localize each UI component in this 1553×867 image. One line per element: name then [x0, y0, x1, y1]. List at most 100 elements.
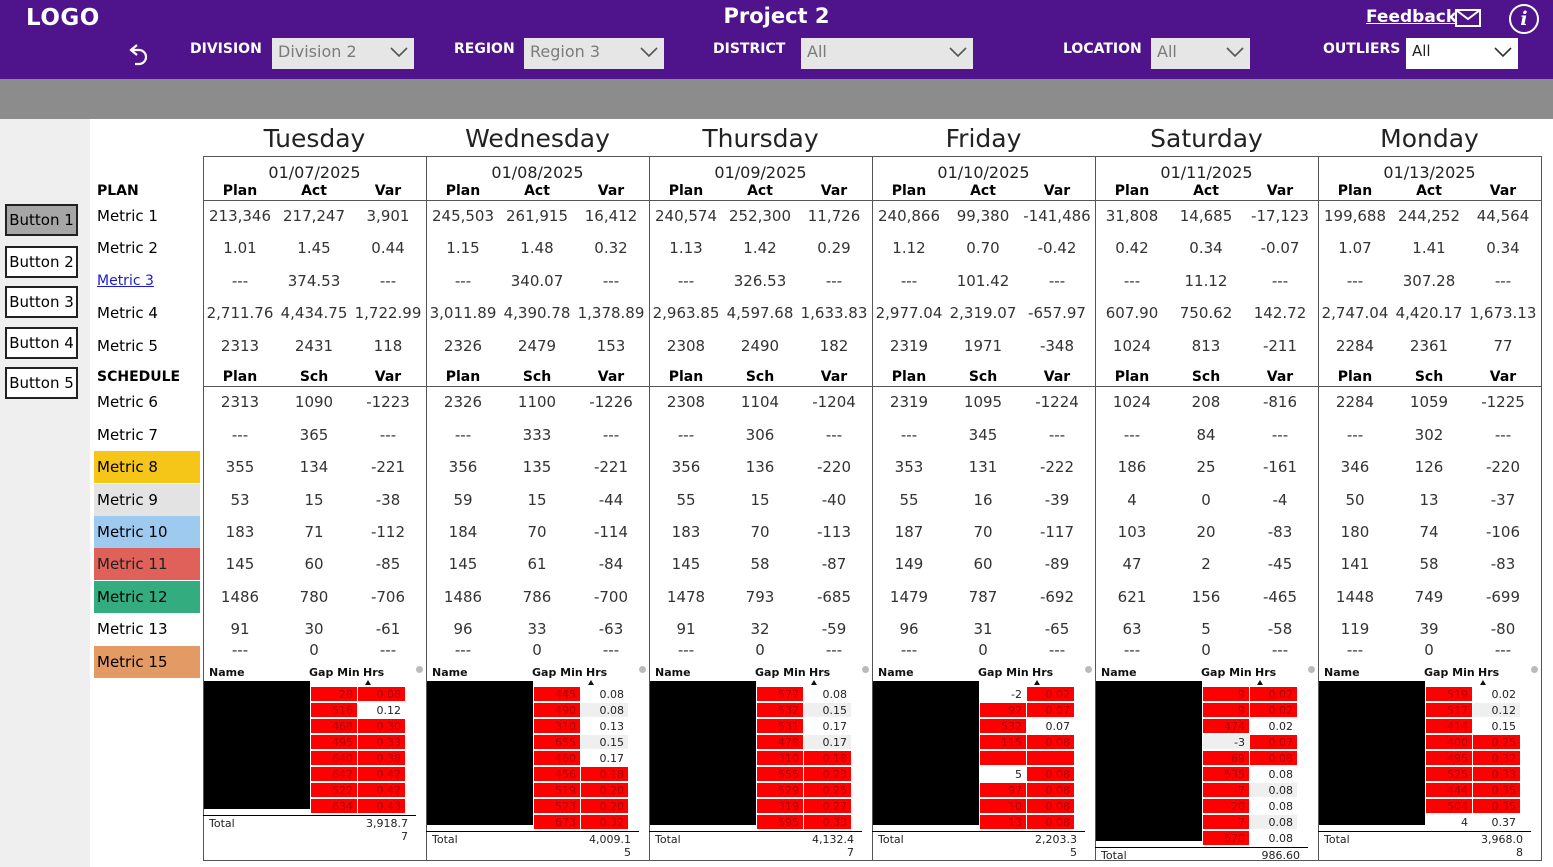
- metric-value-cell: 245,503: [431, 207, 495, 225]
- metric-value-cell: 2308: [666, 337, 706, 355]
- gap-min-cell: 445: [534, 687, 580, 702]
- hrs-cell: 0.13: [581, 719, 628, 734]
- mini-col-name[interactable]: Name: [209, 666, 245, 679]
- day-date: 01/11/2025: [1160, 163, 1253, 182]
- gap-min-cell: 516: [311, 703, 357, 718]
- metric-value-cell: ---: [1123, 643, 1141, 657]
- mini-col-name[interactable]: Name: [1324, 666, 1360, 679]
- metric-value-cell: -706: [370, 588, 406, 606]
- mini-col-gap[interactable]: Gap Min: [532, 666, 583, 679]
- gap-min-cell: 577: [757, 687, 803, 702]
- metric-value-cell: 74: [1419, 523, 1439, 541]
- sort-ascending-icon: [1034, 680, 1040, 685]
- metric-value-cell: 2490: [740, 337, 780, 355]
- mini-col-gap[interactable]: Gap Min: [755, 666, 806, 679]
- schedule-col-header: Plan: [1114, 369, 1150, 385]
- redacted-names: [873, 681, 979, 825]
- mini-col-gap[interactable]: Gap Min: [978, 666, 1029, 679]
- location-select[interactable]: All: [1151, 38, 1250, 69]
- plan-col-header: Plan: [445, 183, 481, 199]
- sort-ascending-icon: [365, 680, 371, 685]
- scroll-indicator[interactable]: [862, 666, 869, 673]
- hrs-cell: 0.07: [1027, 719, 1074, 734]
- mini-col-name[interactable]: Name: [878, 666, 914, 679]
- mini-col-hrs[interactable]: Hrs: [1478, 666, 1500, 679]
- info-icon[interactable]: i: [1509, 4, 1539, 34]
- metric-value-cell: ---: [1048, 426, 1066, 444]
- metric-value-cell: -4: [1272, 491, 1288, 509]
- header-divider: [649, 386, 872, 387]
- scroll-indicator[interactable]: [1308, 666, 1315, 673]
- hrs-cell: 0.12: [358, 703, 405, 718]
- mail-icon[interactable]: [1455, 9, 1481, 27]
- metric-value-cell: ---: [900, 643, 918, 657]
- scroll-indicator[interactable]: [639, 666, 646, 673]
- total-value: 4,009.1: [589, 833, 631, 846]
- hrs-cell: 0.20: [581, 799, 628, 814]
- scroll-indicator[interactable]: [1085, 666, 1092, 673]
- mini-col-gap[interactable]: Gap Min: [1201, 666, 1252, 679]
- side-button-5[interactable]: Button 5: [5, 367, 78, 399]
- metric-label-3[interactable]: Metric 3: [97, 273, 154, 289]
- total-label: Total: [1324, 833, 1350, 846]
- metric-value-cell: 136: [745, 458, 775, 476]
- side-button-2[interactable]: Button 2: [5, 246, 78, 278]
- metric-value-cell: 0.70: [966, 239, 1000, 257]
- metric-value-cell: 1971: [963, 337, 1003, 355]
- metric-value-cell: 0: [309, 643, 319, 657]
- gap-min-cell: 69: [1203, 751, 1249, 766]
- metric-value-cell: 103: [1117, 523, 1147, 541]
- region-select[interactable]: Region 3: [524, 38, 664, 69]
- metric-value-cell: ---: [677, 272, 695, 290]
- mini-col-name[interactable]: Name: [432, 666, 468, 679]
- scroll-indicator[interactable]: [416, 666, 423, 673]
- mini-col-hrs[interactable]: Hrs: [1032, 666, 1054, 679]
- gap-min-cell: 504: [1426, 799, 1472, 814]
- total-value-wrap: 5: [1070, 846, 1077, 859]
- schedule-col-header: Sch: [745, 369, 775, 385]
- hrs-cell: 0.02: [1473, 687, 1520, 702]
- side-button-4[interactable]: Button 4: [5, 327, 78, 359]
- division-select[interactable]: Division 2: [272, 38, 414, 69]
- hrs-cell: 0.43: [358, 799, 405, 814]
- day-date: 01/10/2025: [937, 163, 1030, 182]
- metric-value-cell: 2431: [294, 337, 334, 355]
- day-name: Thursday: [702, 124, 819, 153]
- header-divider: [426, 386, 649, 387]
- metric-value-cell: -221: [593, 458, 629, 476]
- metric-value-cell: -220: [1485, 458, 1521, 476]
- gap-min-cell: 460: [534, 751, 580, 766]
- metric-value-cell: 20: [1196, 523, 1216, 541]
- side-button-3[interactable]: Button 3: [5, 286, 78, 318]
- mini-col-hrs[interactable]: Hrs: [363, 666, 385, 679]
- gap-min-cell: 555: [757, 767, 803, 782]
- metric-value-cell: 96: [899, 620, 919, 638]
- district-select[interactable]: All: [801, 38, 973, 69]
- mini-col-hrs[interactable]: Hrs: [809, 666, 831, 679]
- metric-value-cell: 2361: [1409, 337, 1449, 355]
- scroll-indicator[interactable]: [1531, 666, 1538, 673]
- mini-col-name[interactable]: Name: [655, 666, 691, 679]
- hrs-cell: 0.08: [1027, 783, 1074, 798]
- metric-value-cell: 2284: [1335, 393, 1375, 411]
- metric-value-cell: 183: [225, 523, 255, 541]
- mini-col-name[interactable]: Name: [1101, 666, 1137, 679]
- gap-min-cell: -3: [1203, 735, 1249, 750]
- hrs-cell: 0.38: [358, 751, 405, 766]
- gap-min-cell: 10: [980, 799, 1026, 814]
- side-button-1[interactable]: Button 1: [5, 204, 78, 236]
- total-value-wrap: 8: [1516, 846, 1523, 859]
- hrs-cell: 0.37: [1473, 815, 1520, 830]
- mini-col-hrs[interactable]: Hrs: [1255, 666, 1277, 679]
- mini-col-gap[interactable]: Gap Min: [309, 666, 360, 679]
- outliers-select[interactable]: All: [1406, 38, 1518, 69]
- feedback-link[interactable]: Feedback: [1366, 7, 1458, 27]
- back-arrow-icon[interactable]: [126, 43, 152, 69]
- mini-col-hrs[interactable]: Hrs: [586, 666, 608, 679]
- total-divider: [1318, 831, 1531, 832]
- metric-value-cell: 61: [527, 555, 547, 573]
- mini-col-gap[interactable]: Gap Min: [1424, 666, 1475, 679]
- hrs-cell: 0.15: [1473, 719, 1520, 734]
- metric-value-cell: 306: [745, 426, 775, 444]
- metric-value-cell: ---: [1346, 643, 1364, 657]
